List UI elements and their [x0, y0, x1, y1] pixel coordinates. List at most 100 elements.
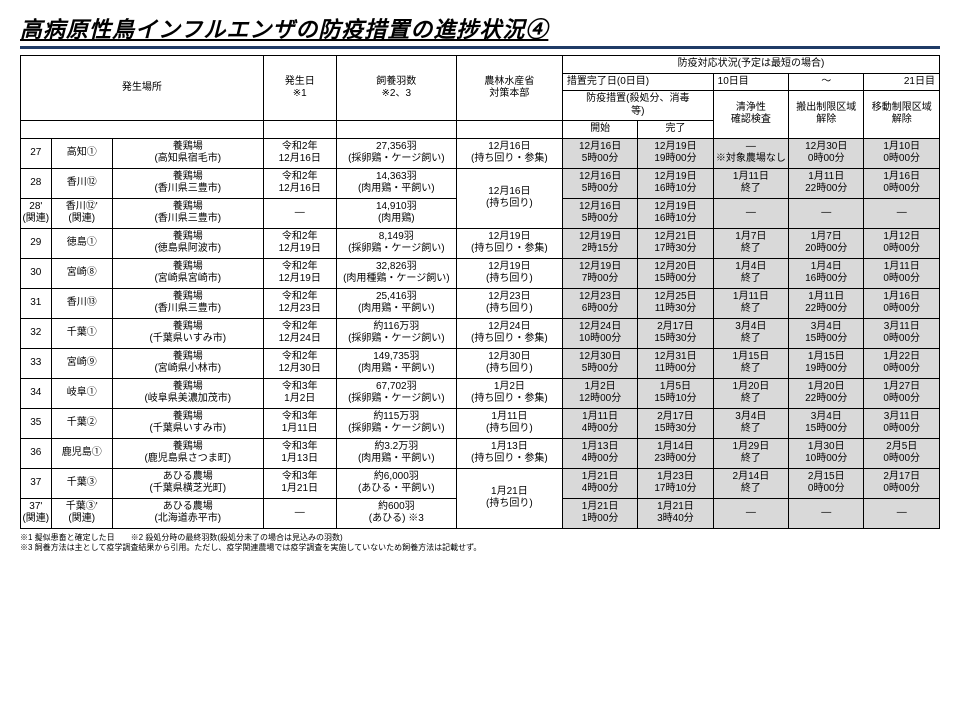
- cell-no: 37'(関連): [21, 498, 52, 528]
- cell-hq: 12月19日(持ち回り): [456, 258, 562, 288]
- cell-birds: 約6,000羽(あひる・平飼い): [336, 468, 456, 498]
- cell-clean: 1月29日終了: [713, 438, 788, 468]
- h-end: 完了: [638, 121, 713, 139]
- cell-birds: 約600羽(あひる) ※3: [336, 498, 456, 528]
- cell-ship: 1月4日16時00分: [789, 258, 864, 288]
- cell-end: 2月17日15時30分: [638, 408, 713, 438]
- cell-hq: 12月16日(持ち回り・参集): [456, 138, 562, 168]
- cell-date: 令和2年12月16日: [263, 168, 336, 198]
- table-row: 37千葉③あひる農場(千葉県横芝光町)令和3年1月21日約6,000羽(あひる・…: [21, 468, 940, 498]
- cell-birds: 約116万羽(採卵鶏・ケージ飼い): [336, 318, 456, 348]
- cell-hq: 12月19日(持ち回り・参集): [456, 228, 562, 258]
- h-measure: 防疫措置(殺処分、消毒等): [562, 91, 713, 121]
- h-hq: 農林水産省対策本部: [456, 56, 562, 121]
- table-row: 29徳島①養鶏場(徳島県阿波市)令和2年12月19日8,149羽(採卵鶏・ケージ…: [21, 228, 940, 258]
- cell-date: ―: [263, 498, 336, 528]
- cell-ship: 1月11日22時00分: [789, 288, 864, 318]
- cell-move: ―: [864, 198, 940, 228]
- cell-pref: 岐阜①: [51, 378, 112, 408]
- h-clean: 清浄性確認検査: [713, 91, 788, 139]
- cell-pref: 千葉③: [51, 468, 112, 498]
- table-row: 34岐阜①養鶏場(岐阜県美濃加茂市)令和3年1月2日67,702羽(採卵鶏・ケー…: [21, 378, 940, 408]
- cell-ship: 1月7日20時00分: [789, 228, 864, 258]
- cell-no: 35: [21, 408, 52, 438]
- cell-date: 令和2年12月19日: [263, 258, 336, 288]
- cell-move: 1月10日0時00分: [864, 138, 940, 168]
- cell-move: ―: [864, 498, 940, 528]
- h-status-top: 防疫対応状況(予定は最短の場合): [562, 56, 939, 74]
- cell-ship: 1月30日10時00分: [789, 438, 864, 468]
- table-row: 28香川⑫養鶏場(香川県三豊市)令和2年12月16日14,363羽(肉用鶏・平飼…: [21, 168, 940, 198]
- cell-birds: 約115万羽(採卵鶏・ケージ飼い): [336, 408, 456, 438]
- cell-loc: 養鶏場(徳島県阿波市): [112, 228, 263, 258]
- cell-start: 12月23日6時00分: [562, 288, 637, 318]
- cell-ship: 3月4日15時00分: [789, 408, 864, 438]
- cell-loc: 養鶏場(香川県三豊市): [112, 168, 263, 198]
- cell-clean: 1月11日終了: [713, 168, 788, 198]
- h-day10: 10日目: [713, 73, 788, 91]
- cell-pref: 香川⑫: [51, 168, 112, 198]
- cell-ship: 12月30日0時00分: [789, 138, 864, 168]
- cell-pref: 千葉②: [51, 408, 112, 438]
- cell-pref: 宮崎⑨: [51, 348, 112, 378]
- cell-loc: あひる農場(北海道赤平市): [112, 498, 263, 528]
- cell-hq: 12月16日(持ち回り): [456, 168, 562, 228]
- cell-move: 1月27日0時00分: [864, 378, 940, 408]
- cell-no: 34: [21, 378, 52, 408]
- cell-start: 12月19日7時00分: [562, 258, 637, 288]
- cell-no: 30: [21, 258, 52, 288]
- cell-end: 1月23日17時10分: [638, 468, 713, 498]
- cell-clean: 1月11日終了: [713, 288, 788, 318]
- cell-ship: ―: [789, 498, 864, 528]
- cell-end: 12月19日16時10分: [638, 198, 713, 228]
- cell-birds: 67,702羽(採卵鶏・ケージ飼い): [336, 378, 456, 408]
- cell-end: 1月21日3時40分: [638, 498, 713, 528]
- cell-hq: 1月13日(持ち回り・参集): [456, 438, 562, 468]
- h-tilde: ～: [789, 73, 864, 91]
- cell-start: 1月21日4時00分: [562, 468, 637, 498]
- h-day0: 措置完了日(0日目): [562, 73, 713, 91]
- cell-move: 2月17日0時00分: [864, 468, 940, 498]
- cell-start: 12月16日5時00分: [562, 138, 637, 168]
- cell-loc: 養鶏場(香川県三豊市): [112, 198, 263, 228]
- cell-pref: 千葉③'(関連): [51, 498, 112, 528]
- h-start: 開始: [562, 121, 637, 139]
- cell-date: 令和3年1月13日: [263, 438, 336, 468]
- h-birds: 飼養羽数※2、3: [336, 56, 456, 121]
- cell-date: ―: [263, 198, 336, 228]
- cell-ship: ―: [789, 198, 864, 228]
- cell-pref: 千葉①: [51, 318, 112, 348]
- cell-birds: 14,910羽(肉用鶏): [336, 198, 456, 228]
- cell-pref: 香川⑫'(関連): [51, 198, 112, 228]
- cell-end: 12月19日19時00分: [638, 138, 713, 168]
- cell-move: 3月11日0時00分: [864, 318, 940, 348]
- page-title: 高病原性鳥インフルエンザの防疫措置の進捗状況④: [20, 17, 548, 42]
- cell-no: 32: [21, 318, 52, 348]
- cell-hq: 1月2日(持ち回り・参集): [456, 378, 562, 408]
- cell-birds: 25,416羽(肉用鶏・平飼い): [336, 288, 456, 318]
- cell-clean: 3月4日終了: [713, 318, 788, 348]
- cell-ship: 2月15日0時00分: [789, 468, 864, 498]
- cell-loc: あひる農場(千葉県横芝光町): [112, 468, 263, 498]
- cell-clean: 1月7日終了: [713, 228, 788, 258]
- table-row: 31香川⑬養鶏場(香川県三豊市)令和2年12月23日25,416羽(肉用鶏・平飼…: [21, 288, 940, 318]
- h-day21: 21日目: [864, 73, 940, 91]
- h-place: 発生場所: [21, 56, 264, 121]
- table-body: 27高知①養鶏場(高知県宿毛市)令和2年12月16日27,356羽(採卵鶏・ケー…: [21, 138, 940, 528]
- cell-loc: 養鶏場(宮崎県宮崎市): [112, 258, 263, 288]
- cell-ship: 3月4日15時00分: [789, 318, 864, 348]
- footnote-1: ※1 擬似患畜と確定した日 ※2 殺処分時の最終羽数(殺処分未了の場合は見込みの…: [20, 533, 940, 543]
- cell-end: 1月5日15時10分: [638, 378, 713, 408]
- cell-birds: 27,356羽(採卵鶏・ケージ飼い): [336, 138, 456, 168]
- cell-end: 12月19日16時10分: [638, 168, 713, 198]
- cell-pref: 香川⑬: [51, 288, 112, 318]
- cell-date: 令和3年1月2日: [263, 378, 336, 408]
- cell-start: 1月2日12時00分: [562, 378, 637, 408]
- cell-hq: 1月21日(持ち回り): [456, 468, 562, 528]
- cell-date: 令和2年12月23日: [263, 288, 336, 318]
- footnotes: ※1 擬似患畜と確定した日 ※2 殺処分時の最終羽数(殺処分未了の場合は見込みの…: [20, 533, 940, 554]
- footnote-2: ※3 飼養方法は主として疫学調査結果から引用。ただし、疫学関連農場では疫学調査を…: [20, 543, 940, 553]
- cell-start: 12月24日10時00分: [562, 318, 637, 348]
- cell-date: 令和2年12月30日: [263, 348, 336, 378]
- title-bar: 高病原性鳥インフルエンザの防疫措置の進捗状況④: [20, 12, 940, 49]
